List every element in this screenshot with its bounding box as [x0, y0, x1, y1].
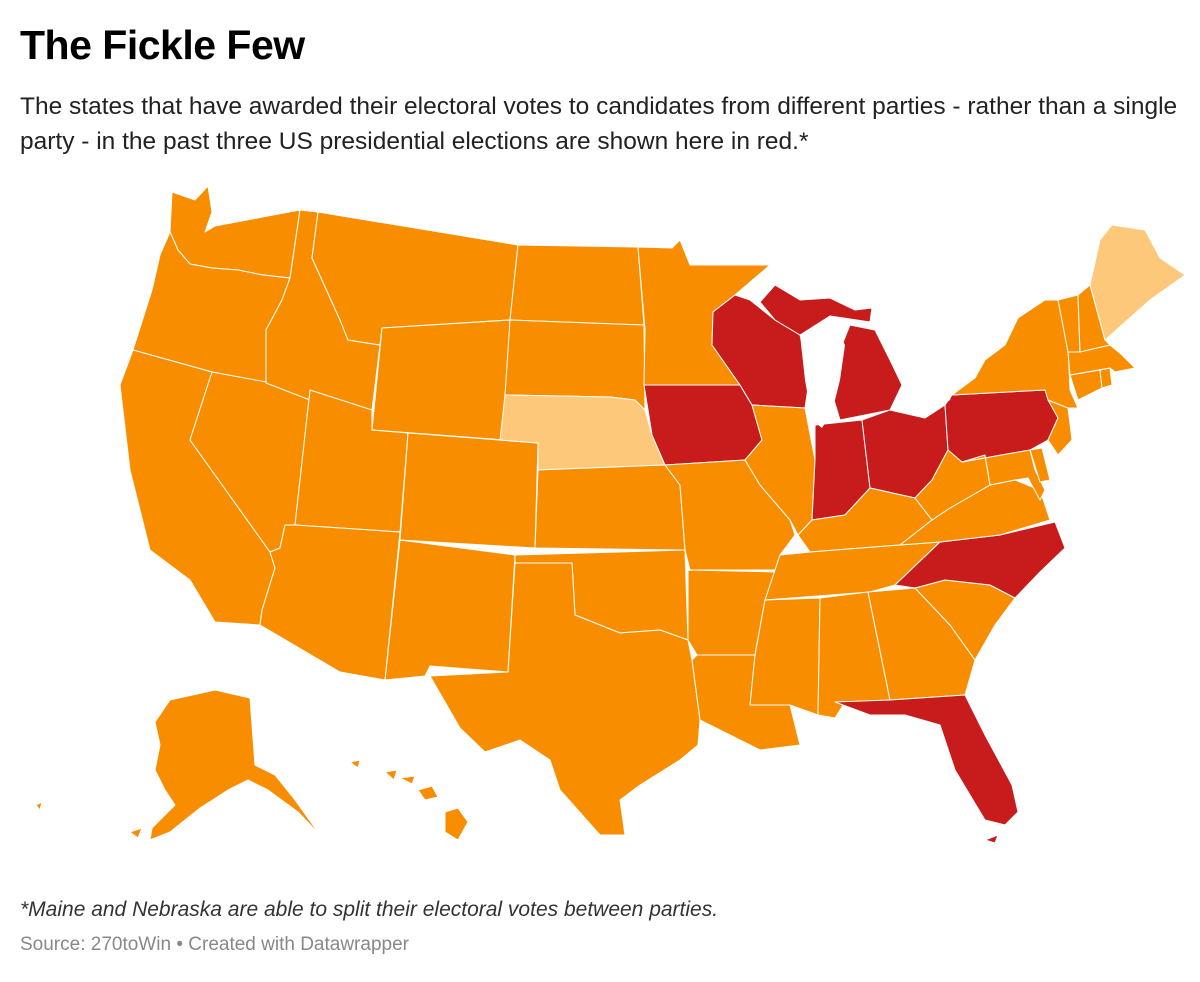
state-colorado[interactable] [399, 432, 539, 549]
state-alaska-island-2[interactable] [35, 801, 43, 811]
chart-title: The Fickle Few [20, 22, 305, 68]
separator: • [176, 934, 183, 955]
state-hawaii-maui[interactable] [417, 785, 439, 801]
us-map-svg [35, 185, 1186, 844]
state-alaska[interactable] [149, 689, 321, 841]
source-label: Source: [20, 934, 86, 955]
state-maine[interactable] [1089, 224, 1186, 341]
state-kansas[interactable] [534, 464, 686, 551]
state-alaska-island-1[interactable] [129, 827, 143, 839]
state-hawaii-kauai[interactable] [349, 759, 361, 769]
state-wyoming[interactable] [371, 319, 511, 441]
state-hawaii-oahu[interactable] [384, 769, 398, 781]
source-line: Source: 270toWin • Created with Datawrap… [20, 934, 409, 956]
state-iowa[interactable] [643, 384, 763, 466]
lake-erie [890, 385, 955, 418]
state-arizona[interactable] [259, 524, 401, 681]
state-hawaii-big-island[interactable] [444, 807, 469, 841]
state-north-dakota[interactable] [509, 244, 645, 326]
state-texas[interactable] [429, 562, 701, 836]
us-map [0, 170, 1200, 870]
credit: Created with Datawrapper [188, 934, 409, 955]
state-rhode-island[interactable] [1099, 367, 1113, 389]
state-maryland[interactable] [961, 449, 1046, 501]
state-new-hampshire[interactable] [1077, 284, 1111, 353]
state-florida[interactable] [834, 694, 1019, 826]
source-name: 270toWin [90, 934, 172, 955]
lake-michigan [800, 325, 845, 428]
state-michigan-up[interactable] [759, 284, 873, 336]
state-florida-keys[interactable] [984, 834, 999, 844]
state-illinois[interactable] [744, 404, 816, 536]
chart-subtitle: The states that have awarded their elect… [20, 93, 1178, 155]
state-new-mexico[interactable] [384, 539, 516, 681]
state-hawaii-molokai[interactable] [399, 775, 416, 785]
footnote: *Maine and Nebraska are able to split th… [20, 898, 719, 921]
state-new-york[interactable] [951, 299, 1079, 409]
state-massachusetts[interactable] [1067, 344, 1136, 376]
state-delaware[interactable] [1029, 447, 1051, 483]
